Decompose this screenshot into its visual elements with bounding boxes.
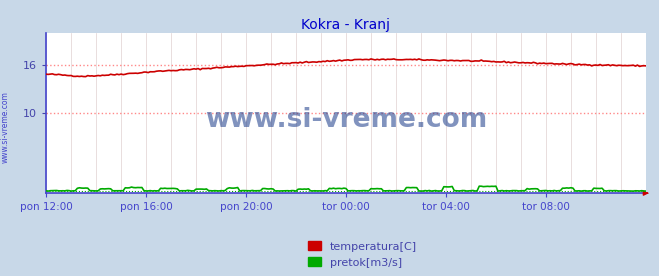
Text: www.si-vreme.com: www.si-vreme.com — [205, 107, 487, 132]
Text: www.si-vreme.com: www.si-vreme.com — [1, 91, 10, 163]
Title: Kokra - Kranj: Kokra - Kranj — [301, 18, 391, 32]
Legend: temperatura[C], pretok[m3/s]: temperatura[C], pretok[m3/s] — [308, 241, 417, 268]
